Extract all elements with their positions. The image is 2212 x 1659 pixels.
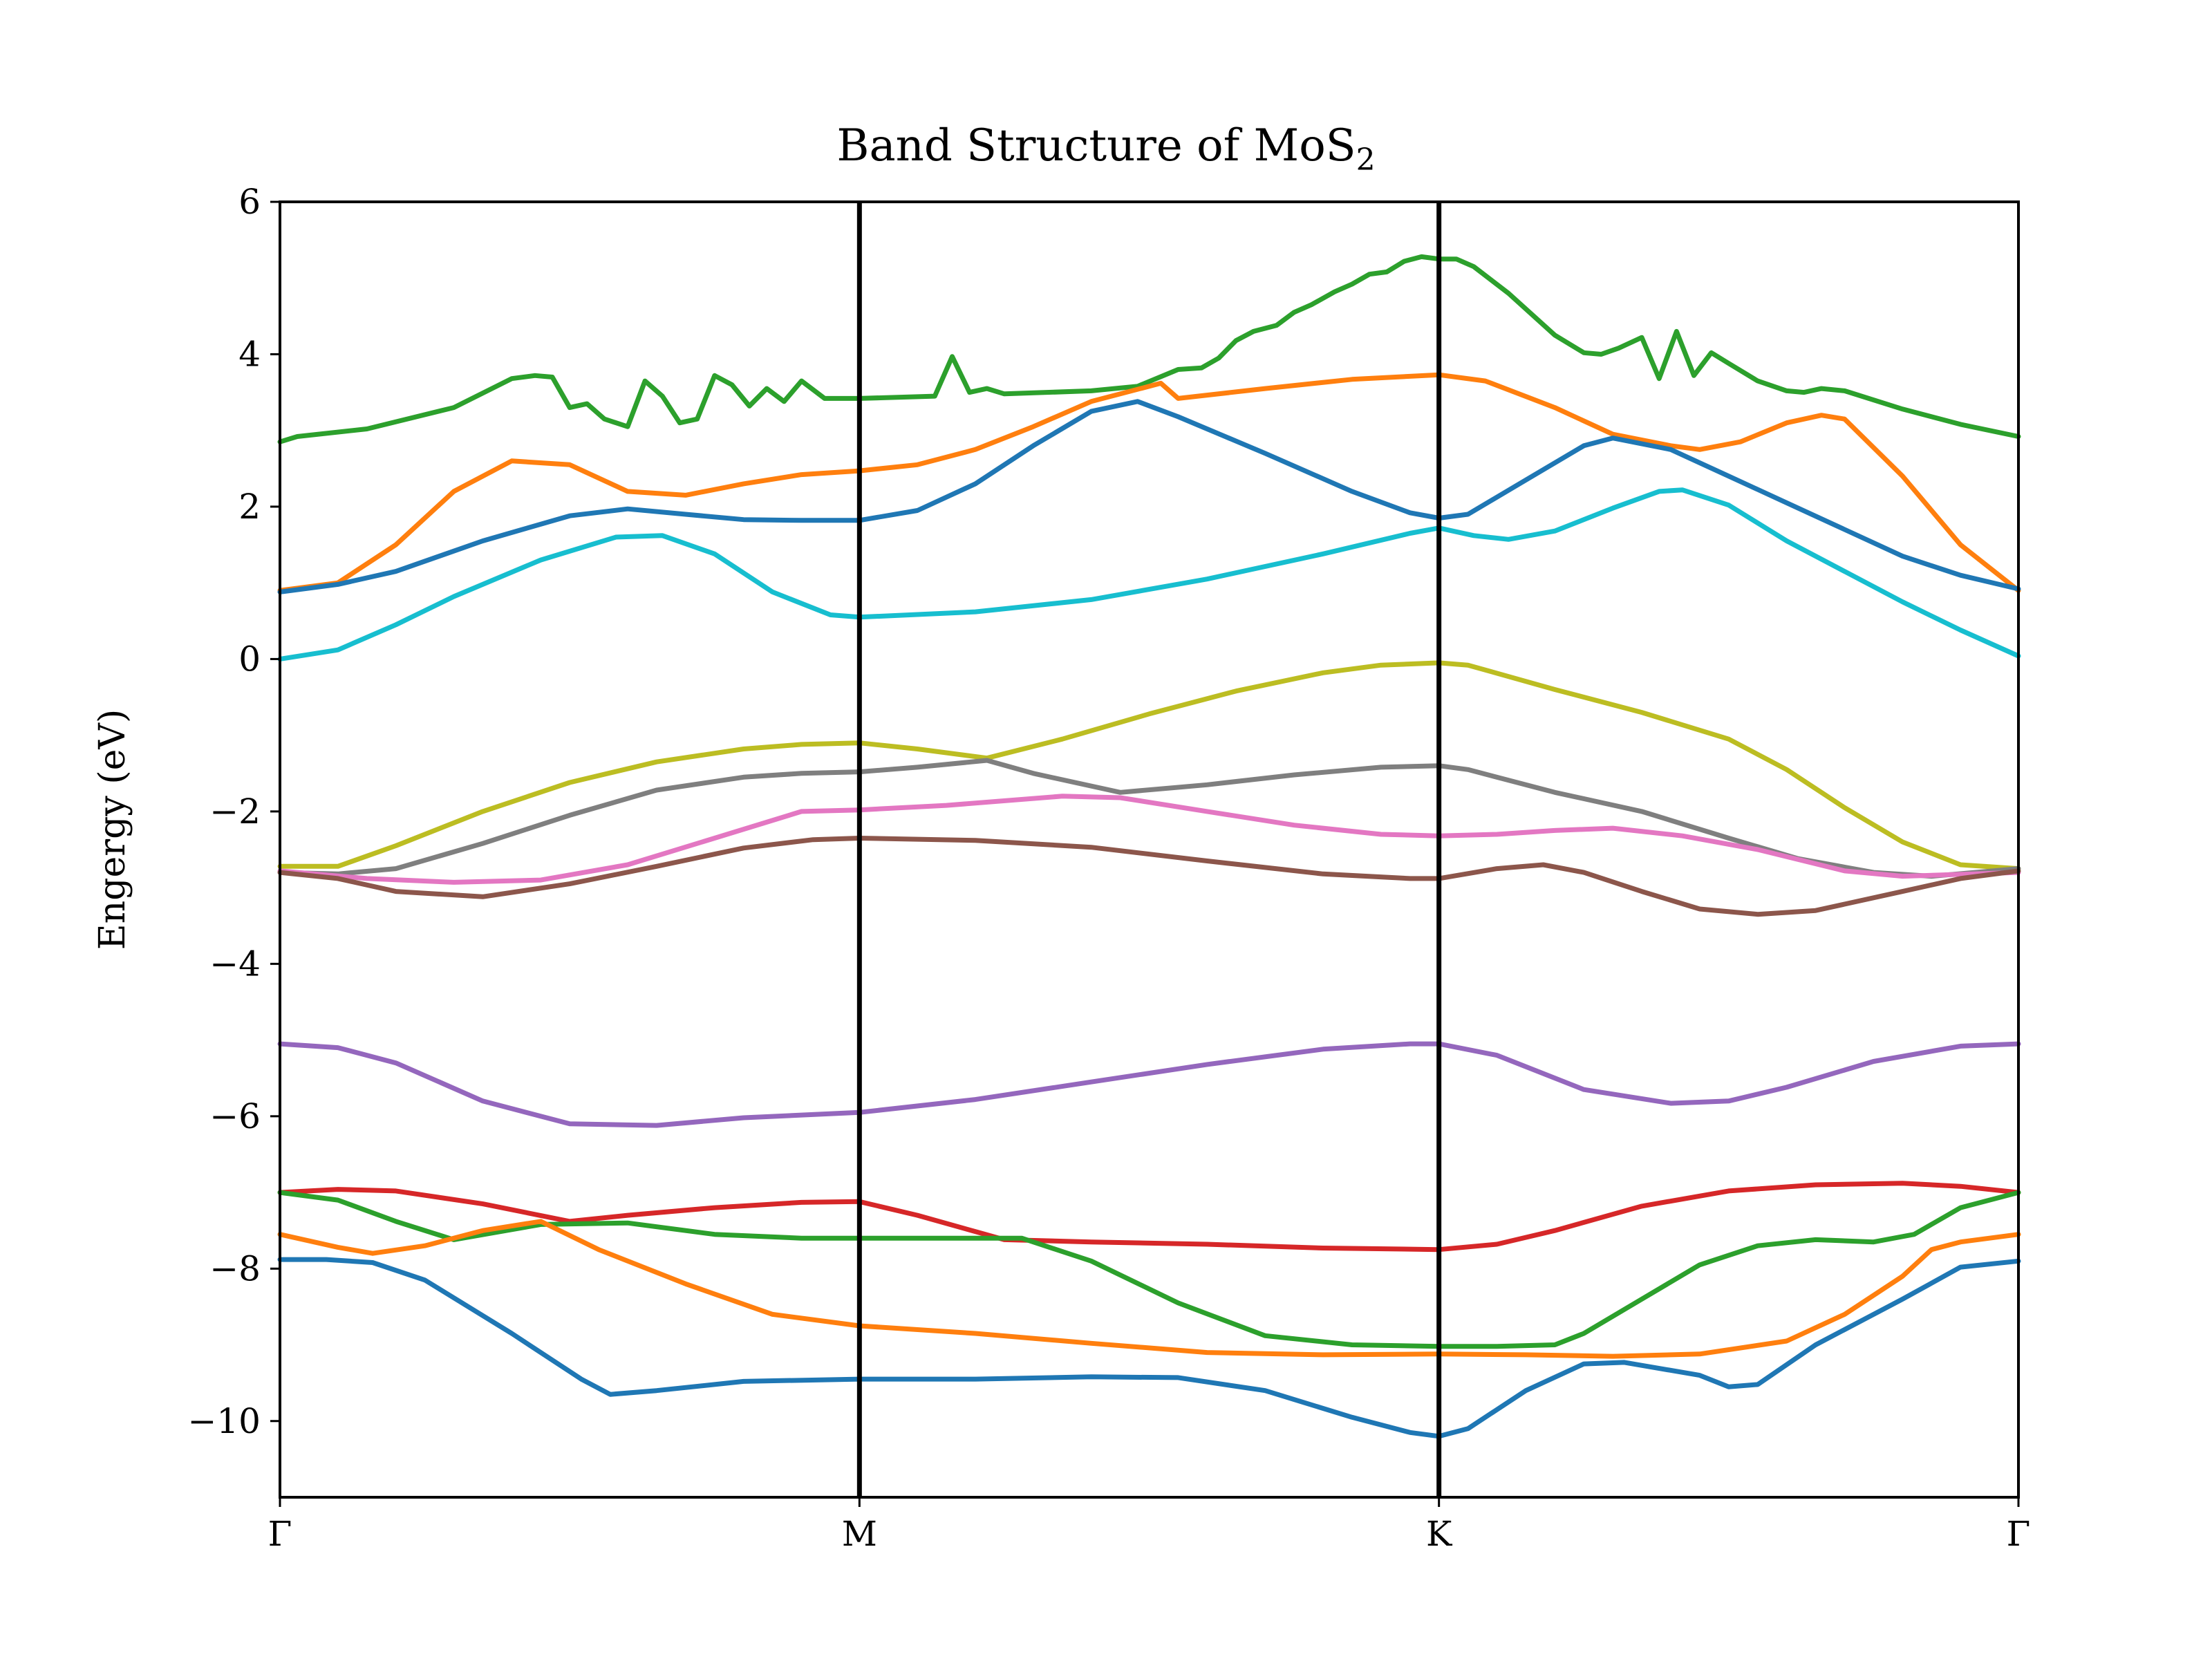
chart-title-main: Band Structure of MoS (836, 120, 1356, 171)
x-tick-label-2: M (842, 1514, 877, 1554)
x-tick-label-1: Γ (268, 1514, 292, 1554)
band-line-5 (277, 660, 2021, 872)
band-line-6 (277, 758, 2021, 879)
y-axis-title: Engergy (eV) (92, 709, 133, 950)
y-tick-label-1: 6 (238, 182, 261, 222)
plot-area: 6 4 2 0 −2 −4 −6 −8 −10 Γ M K Γ (187, 182, 2030, 1554)
band-line-8 (277, 836, 2021, 917)
band-line-7 (277, 794, 2021, 885)
band-line-4 (277, 487, 2021, 662)
plot-frame (279, 200, 2020, 1499)
band-line-3 (277, 399, 2021, 594)
band-line-12 (277, 1219, 2021, 1359)
chart-title-subscript: 2 (1356, 142, 1376, 178)
y-tick-label-7: −6 (209, 1096, 261, 1136)
y-tick-label-3: 2 (238, 487, 261, 527)
y-tick-label-5: −2 (209, 791, 261, 832)
y-tick-label-4: 0 (238, 639, 261, 679)
x-tick-label-4: Γ (2007, 1514, 2031, 1554)
band-line-9 (277, 1041, 2021, 1128)
band-line-1 (277, 254, 2021, 444)
chart-title: Band Structure of MoS2 (836, 120, 1375, 178)
band-line-13 (277, 1257, 2021, 1439)
band-line-10 (277, 1181, 2021, 1253)
y-tick-label-2: 4 (238, 334, 261, 374)
y-tick-label-6: −4 (209, 944, 261, 984)
y-tick-label-9: −10 (187, 1401, 261, 1441)
x-tick-label-3: K (1426, 1514, 1453, 1554)
band-line-11 (277, 1190, 2021, 1349)
y-tick-label-8: −8 (209, 1248, 261, 1288)
band-line-2 (277, 372, 2021, 593)
